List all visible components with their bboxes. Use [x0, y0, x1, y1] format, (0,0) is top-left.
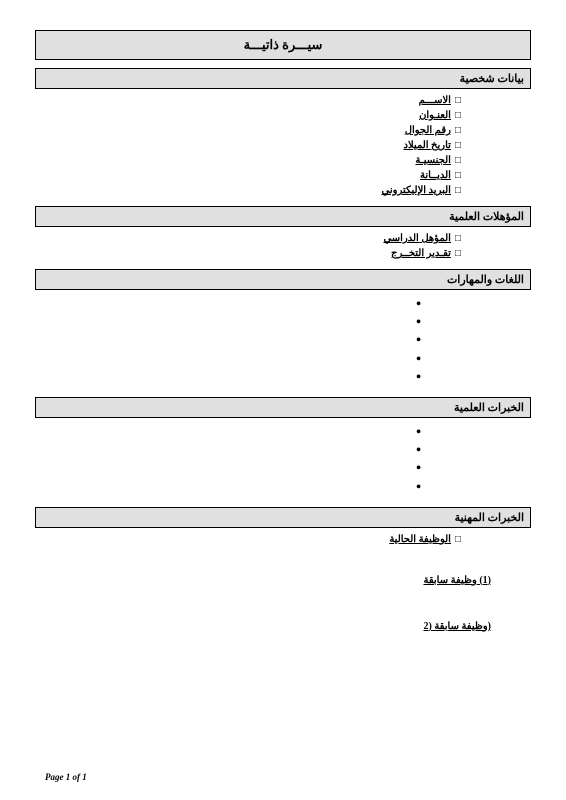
section-scientific-header: الخبرات العلمية: [35, 397, 531, 418]
section-qualifications-header: المؤهلات العلمية: [35, 206, 531, 227]
page-footer: Page 1 of 1: [45, 772, 87, 782]
field-nationality: الجنسيـة: [35, 155, 461, 166]
bullet: [35, 369, 421, 387]
qualifications-fields: المؤهل الدراسي تقـدير التخــرج: [35, 233, 531, 259]
bullet: [35, 351, 421, 369]
personal-fields: الاســـم العنـوان رقم الجوال تاريخ الميل…: [35, 95, 531, 196]
section-personal-header: بيانات شخصية: [35, 68, 531, 89]
current-job-label: الوظيفة الحالية: [35, 534, 531, 545]
field-email: البريد الإليكتروني: [35, 185, 461, 196]
previous-job-1: (1) وظيفة سابقة: [35, 575, 531, 586]
field-grade: تقـدير التخــرج: [35, 248, 461, 259]
skills-bullets: [35, 296, 531, 387]
field-address: العنـوان: [35, 110, 461, 121]
bullet: [35, 314, 421, 332]
bullet: [35, 296, 421, 314]
bullet: [35, 442, 421, 460]
bullet: [35, 460, 421, 478]
section-skills-header: اللغات والمهارات: [35, 269, 531, 290]
scientific-bullets: [35, 424, 531, 497]
field-birthdate: تاريخ الميلاد: [35, 140, 461, 151]
field-religion: الديــانة: [35, 170, 461, 181]
bullet: [35, 332, 421, 350]
section-professional-header: الخبرات المهنية: [35, 507, 531, 528]
bullet: [35, 424, 421, 442]
previous-job-2: (وظيفة سابقة (2: [35, 621, 531, 632]
field-degree: المؤهل الدراسي: [35, 233, 461, 244]
field-mobile: رقم الجوال: [35, 125, 461, 136]
document-title: سيـــرة ذاتيـــة: [35, 30, 531, 60]
bullet: [35, 479, 421, 497]
field-name: الاســـم: [35, 95, 461, 106]
